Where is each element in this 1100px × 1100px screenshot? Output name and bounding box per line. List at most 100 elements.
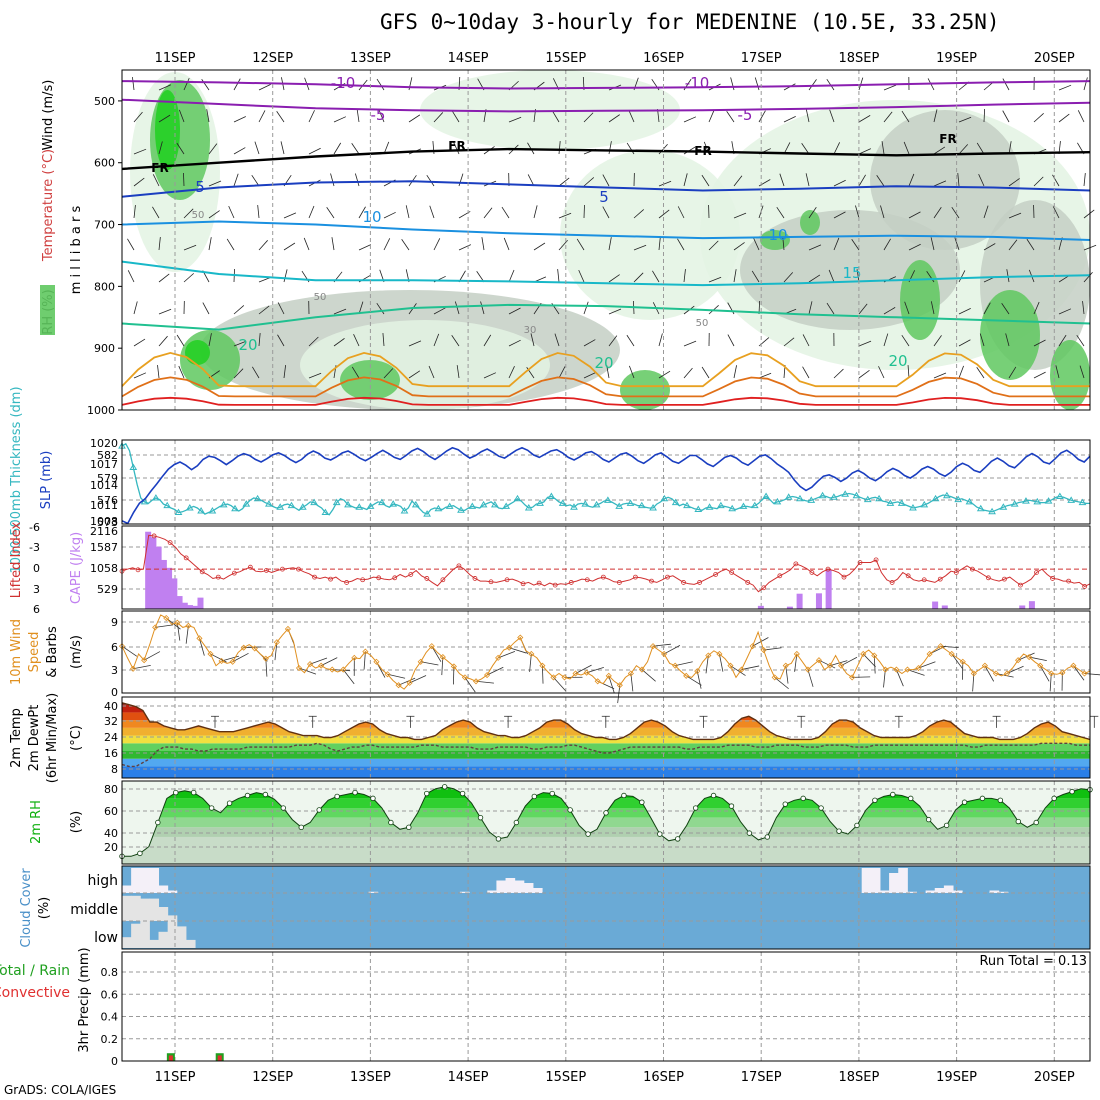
wind-barb: [433, 333, 440, 347]
wind-barb: [1026, 238, 1035, 251]
date-label-top: 13SEP: [350, 51, 391, 66]
wind-barb: [629, 365, 635, 379]
rh-shade: [870, 110, 1020, 250]
wind-barb: [308, 110, 315, 123]
wind-barb: [983, 243, 996, 251]
thickness-marker: [954, 495, 963, 503]
cape-bar: [197, 597, 204, 609]
wind-barb: [158, 237, 161, 251]
wind-barb: [876, 175, 885, 187]
credit-text: GrADS: COLA/IGES: [4, 1083, 117, 1097]
lifted-index-marker: [151, 533, 157, 539]
wind-barb: [252, 366, 260, 379]
thickness-marker: [920, 500, 929, 508]
wind-barb: [351, 143, 360, 155]
wind-barb-10m: [431, 645, 442, 662]
thickness-marker: [988, 507, 996, 515]
wind-barb: [233, 147, 246, 155]
wind-barb: [201, 79, 210, 91]
wind-speed-marker: [373, 658, 380, 665]
cloud-cell: [487, 890, 497, 893]
wind-barb: [530, 333, 535, 347]
cloud-cell: [167, 915, 178, 921]
wind-barb: [958, 270, 966, 283]
rh-marker: [1015, 818, 1021, 825]
wind-speed-marker: [705, 652, 712, 659]
pressure-tick: 700: [94, 219, 115, 232]
wind-barb: [733, 175, 743, 187]
wind-barb-10m: [486, 666, 504, 676]
wind-barb: [833, 237, 840, 251]
contour-label: 30: [524, 325, 537, 336]
wind-barb: [683, 269, 686, 283]
thickness-marker: [1067, 496, 1076, 503]
rh-band: [122, 836, 1090, 864]
wind-barb: [658, 237, 661, 251]
cloud-cell: [158, 907, 169, 921]
wind-barb: [583, 112, 594, 123]
wind-barb: [554, 333, 560, 347]
wind-barb: [1052, 174, 1060, 187]
wind-barb: [453, 142, 460, 155]
wind-barb-10m: [696, 671, 702, 689]
rh-tick: 80: [104, 783, 118, 796]
lifted-index-marker: [921, 577, 927, 583]
wind-barb-10m: [807, 669, 814, 687]
dewpt-label: 2m DewPt: [27, 705, 42, 772]
rh-marker: [441, 784, 448, 790]
cloud-cell: [140, 898, 150, 921]
wind-barb: [633, 272, 644, 283]
thickness-marker: [445, 502, 454, 509]
cloud-cell: [149, 939, 160, 948]
wind-barb: [183, 172, 185, 187]
lifted-index-marker: [536, 580, 542, 586]
date-label-top: 17SEP: [741, 51, 782, 66]
thickness-marker: [603, 496, 612, 503]
lifted-index-marker: [729, 570, 735, 575]
wind-speed-line: [121, 614, 1091, 690]
thickness-marker: [536, 499, 544, 506]
cloud-cover-label: Cloud Cover: [19, 868, 34, 948]
wind-barb: [333, 338, 345, 347]
wind-speed-marker: [362, 648, 369, 655]
rh-marker: [567, 807, 573, 813]
wind-barb: [633, 209, 645, 219]
wind-barb: [258, 240, 268, 251]
contour-label: 10: [768, 226, 787, 244]
wind-speed-marker: [616, 682, 623, 689]
cape-bar: [181, 602, 188, 609]
rh-marker: [979, 795, 986, 802]
wind-barb: [158, 273, 170, 283]
wind-barb: [483, 334, 492, 347]
isotherm-5: [121, 260, 1091, 287]
wind-barb: [1076, 334, 1085, 347]
cape-bar: [145, 531, 152, 609]
thickness-marker: [1033, 497, 1042, 505]
wind-barb: [176, 334, 185, 347]
cape-bar: [1028, 601, 1035, 609]
thickness-tick: 576: [97, 494, 118, 507]
temperature-label: Temperature (°C): [41, 149, 56, 262]
wind-barb: [458, 244, 471, 251]
wind-barb-10m: [774, 677, 789, 690]
date-label-bottom: 12SEP: [252, 1070, 293, 1085]
wind-barb: [257, 205, 260, 219]
wind-barb: [1083, 271, 1093, 283]
thickness-marker: [999, 503, 1008, 510]
wind-barb: [354, 173, 360, 187]
precip-convective-label: Convective: [0, 985, 70, 1001]
lifted-index-marker: [1034, 570, 1039, 575]
wind-barb: [683, 367, 693, 379]
wind-barb: [503, 237, 510, 251]
wind-barb: [233, 305, 245, 315]
wind-speed-marker: [528, 650, 535, 658]
wind-barb-10m: [862, 653, 876, 668]
isotherm-0: [121, 80, 1091, 90]
rh-marker: [352, 789, 358, 796]
wind-barb: [576, 238, 585, 251]
wind-barb: [858, 77, 864, 91]
wind-barb-10m: [984, 665, 995, 682]
wind-barb: [433, 112, 444, 123]
lifted-index-marker: [456, 563, 462, 569]
wind-barb: [758, 110, 766, 123]
